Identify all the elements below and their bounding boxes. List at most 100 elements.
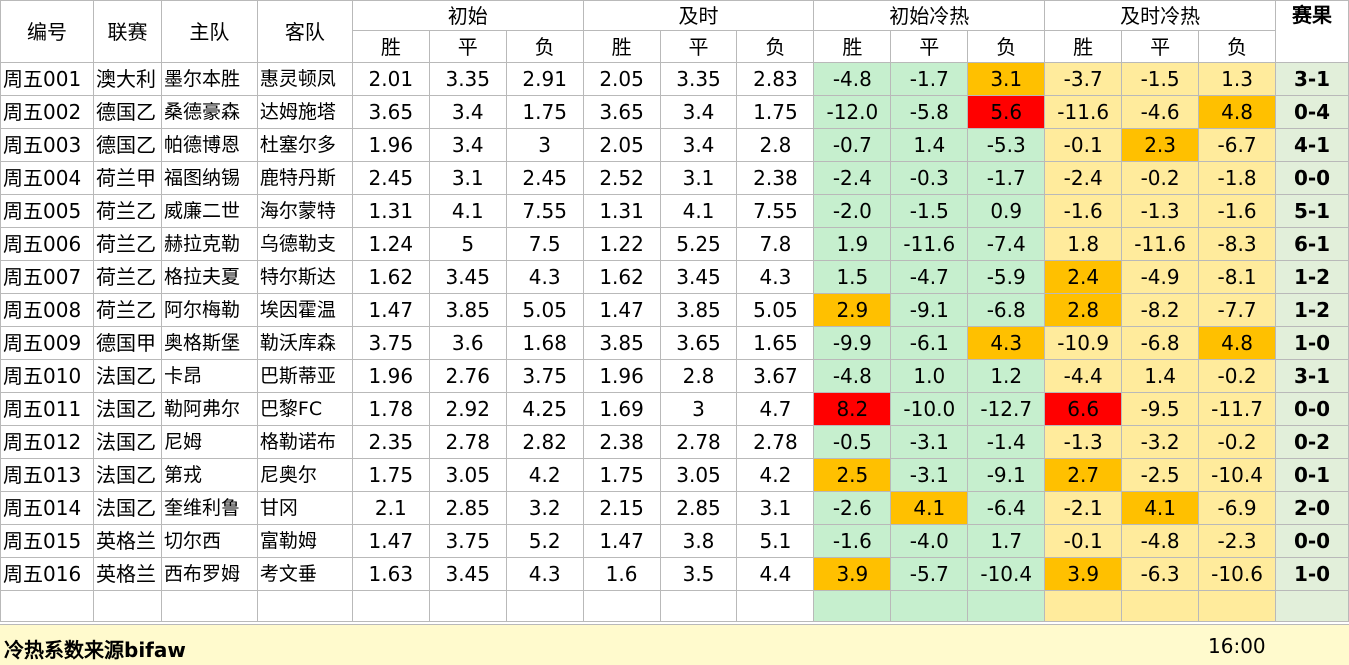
- cell-live-draw[interactable]: 3.8: [659, 524, 738, 558]
- cell-iheat-loss[interactable]: 4.3: [967, 326, 1046, 360]
- cell-iheat-win[interactable]: -12.0: [813, 95, 892, 129]
- cell-iheat-loss[interactable]: -1.4: [967, 425, 1046, 459]
- cell-lheat-win[interactable]: 2.4: [1044, 260, 1123, 294]
- cell-initial-draw[interactable]: 2.92: [428, 392, 507, 426]
- cell-iheat-win[interactable]: 1.5: [813, 260, 892, 294]
- cell-live-draw[interactable]: 2.8: [659, 359, 738, 393]
- cell-live-loss[interactable]: 2.8: [736, 128, 815, 162]
- cell-league[interactable]: 法国乙: [92, 392, 162, 426]
- cell-lheat-draw[interactable]: -0.2: [1121, 161, 1200, 195]
- cell-initial-draw[interactable]: 4.1: [428, 194, 507, 228]
- cell-iheat-win[interactable]: -2.4: [813, 161, 892, 195]
- cell-lheat-loss[interactable]: -0.2: [1198, 359, 1277, 393]
- cell-result[interactable]: 3-1: [1275, 359, 1349, 393]
- cell-iheat-draw[interactable]: -4.7: [890, 260, 969, 294]
- cell-live-loss[interactable]: 5.05: [736, 293, 815, 327]
- cell-iheat-win[interactable]: 8.2: [813, 392, 892, 426]
- cell-initial-loss[interactable]: 1.75: [505, 95, 584, 129]
- cell-live-draw[interactable]: 3.65: [659, 326, 738, 360]
- cell-live-win[interactable]: 1.96: [582, 359, 661, 393]
- cell-initial-loss[interactable]: 4.25: [505, 392, 584, 426]
- cell-lheat-draw[interactable]: -4.6: [1121, 95, 1200, 129]
- cell-iheat-win[interactable]: -2.6: [813, 491, 892, 525]
- cell-iheat-draw[interactable]: -6.1: [890, 326, 969, 360]
- cell-away[interactable]: 富勒姆: [256, 524, 353, 558]
- cell-iheat-loss[interactable]: 1.2: [967, 359, 1046, 393]
- cell-live-draw[interactable]: 3.45: [659, 260, 738, 294]
- cell-iheat-draw[interactable]: -5.7: [890, 557, 969, 591]
- cell-initial-draw[interactable]: 5: [428, 227, 507, 261]
- cell-initial-draw[interactable]: 3.35: [428, 62, 507, 96]
- cell-result[interactable]: 0-0: [1275, 524, 1349, 558]
- cell-initial-win[interactable]: 1.78: [351, 392, 430, 426]
- cell-lheat-loss[interactable]: -11.7: [1198, 392, 1277, 426]
- empty-cell[interactable]: [0, 590, 94, 622]
- cell-result[interactable]: 0-2: [1275, 425, 1349, 459]
- cell-initial-win[interactable]: 3.75: [351, 326, 430, 360]
- cell-live-loss[interactable]: 7.8: [736, 227, 815, 261]
- cell-initial-win[interactable]: 3.65: [351, 95, 430, 129]
- cell-initial-win[interactable]: 1.96: [351, 359, 430, 393]
- cell-iheat-draw[interactable]: -3.1: [890, 425, 969, 459]
- cell-iheat-draw[interactable]: -10.0: [890, 392, 969, 426]
- cell-league[interactable]: 荷兰乙: [92, 293, 162, 327]
- cell-live-win[interactable]: 1.47: [582, 524, 661, 558]
- cell-id[interactable]: 周五007: [0, 260, 94, 294]
- cell-initial-draw[interactable]: 3.05: [428, 458, 507, 492]
- cell-initial-loss[interactable]: 4.2: [505, 458, 584, 492]
- cell-lheat-draw[interactable]: -4.9: [1121, 260, 1200, 294]
- header-lheat-draw[interactable]: 平: [1121, 30, 1200, 63]
- cell-home[interactable]: 尼姆: [160, 425, 258, 459]
- cell-league[interactable]: 英格兰: [92, 557, 162, 591]
- cell-away[interactable]: 乌德勒支: [256, 227, 353, 261]
- cell-lheat-loss[interactable]: -2.3: [1198, 524, 1277, 558]
- cell-iheat-draw[interactable]: -5.8: [890, 95, 969, 129]
- cell-lheat-draw[interactable]: -2.5: [1121, 458, 1200, 492]
- cell-lheat-loss[interactable]: -8.1: [1198, 260, 1277, 294]
- cell-live-loss[interactable]: 2.38: [736, 161, 815, 195]
- cell-initial-win[interactable]: 1.31: [351, 194, 430, 228]
- header-result[interactable]: 赛果: [1275, 0, 1349, 63]
- cell-id[interactable]: 周五016: [0, 557, 94, 591]
- cell-lheat-draw[interactable]: 4.1: [1121, 491, 1200, 525]
- cell-initial-draw[interactable]: 3.6: [428, 326, 507, 360]
- cell-live-draw[interactable]: 3: [659, 392, 738, 426]
- empty-cell[interactable]: [659, 590, 738, 622]
- cell-lheat-win[interactable]: -10.9: [1044, 326, 1123, 360]
- cell-live-win[interactable]: 1.69: [582, 392, 661, 426]
- cell-initial-win[interactable]: 1.47: [351, 293, 430, 327]
- cell-home[interactable]: 威廉二世: [160, 194, 258, 228]
- empty-cell[interactable]: [351, 590, 430, 622]
- cell-result[interactable]: 4-1: [1275, 128, 1349, 162]
- cell-initial-loss[interactable]: 1.68: [505, 326, 584, 360]
- cell-lheat-draw[interactable]: -6.8: [1121, 326, 1200, 360]
- cell-lheat-win[interactable]: -0.1: [1044, 524, 1123, 558]
- cell-initial-loss[interactable]: 4.3: [505, 260, 584, 294]
- cell-live-draw[interactable]: 2.78: [659, 425, 738, 459]
- cell-live-loss[interactable]: 2.78: [736, 425, 815, 459]
- cell-lheat-win[interactable]: -3.7: [1044, 62, 1123, 96]
- cell-iheat-loss[interactable]: 1.7: [967, 524, 1046, 558]
- cell-lheat-loss[interactable]: -10.4: [1198, 458, 1277, 492]
- cell-live-draw[interactable]: 4.1: [659, 194, 738, 228]
- cell-lheat-loss[interactable]: -10.6: [1198, 557, 1277, 591]
- header-initial-win[interactable]: 胜: [351, 30, 430, 63]
- cell-initial-win[interactable]: 1.96: [351, 128, 430, 162]
- cell-lheat-draw[interactable]: -9.5: [1121, 392, 1200, 426]
- cell-result[interactable]: 3-1: [1275, 62, 1349, 96]
- cell-iheat-loss[interactable]: -1.7: [967, 161, 1046, 195]
- cell-lheat-win[interactable]: -2.1: [1044, 491, 1123, 525]
- cell-home[interactable]: 赫拉克勒: [160, 227, 258, 261]
- cell-lheat-draw[interactable]: 2.3: [1121, 128, 1200, 162]
- cell-away[interactable]: 格勒诺布: [256, 425, 353, 459]
- cell-live-win[interactable]: 1.47: [582, 293, 661, 327]
- cell-away[interactable]: 杜塞尔多: [256, 128, 353, 162]
- cell-iheat-draw[interactable]: -0.3: [890, 161, 969, 195]
- header-league[interactable]: 联赛: [92, 0, 162, 63]
- cell-league[interactable]: 澳大利: [92, 62, 162, 96]
- cell-lheat-win[interactable]: -1.3: [1044, 425, 1123, 459]
- empty-cell[interactable]: [813, 590, 892, 622]
- cell-iheat-win[interactable]: 1.9: [813, 227, 892, 261]
- cell-lheat-draw[interactable]: -6.3: [1121, 557, 1200, 591]
- header-live-loss[interactable]: 负: [736, 30, 815, 63]
